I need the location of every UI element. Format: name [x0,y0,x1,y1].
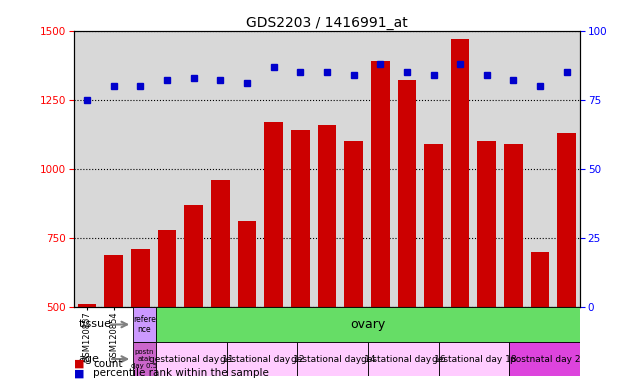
Bar [156,342,227,376]
Bar [185,205,203,384]
Bar [424,144,443,384]
Text: percentile rank within the sample: percentile rank within the sample [93,368,269,378]
Bar [238,222,256,384]
Text: gestational day 11: gestational day 11 [149,354,234,364]
Text: count: count [93,359,122,369]
Text: gestational day 12: gestational day 12 [220,354,304,364]
Bar [558,133,576,384]
Text: age: age [78,354,99,364]
Text: postnatal day 2: postnatal day 2 [510,354,580,364]
Text: gestational day 18: gestational day 18 [432,354,517,364]
Bar [78,305,96,384]
Text: ovary: ovary [351,318,386,331]
Bar [317,125,337,384]
Bar [451,39,469,384]
Bar [297,342,368,376]
Bar [104,255,123,384]
Bar [264,122,283,384]
Bar [131,249,149,384]
Text: postn
atal
day 0.5: postn atal day 0.5 [131,349,158,369]
Bar [478,141,496,384]
Text: tissue: tissue [78,319,112,329]
Text: ■: ■ [74,359,84,369]
Bar [439,342,510,376]
Bar [158,230,176,384]
Bar [504,144,523,384]
Text: gestational day 16: gestational day 16 [361,354,445,364]
Bar [371,61,390,384]
Bar [133,342,156,376]
Bar [291,130,310,384]
Bar [531,252,549,384]
Title: GDS2203 / 1416991_at: GDS2203 / 1416991_at [246,16,408,30]
Text: gestational day 14: gestational day 14 [290,354,375,364]
Text: ■: ■ [74,368,84,378]
Bar [227,342,297,376]
Bar [344,141,363,384]
Text: refere
nce: refere nce [133,315,156,334]
Bar [211,180,229,384]
Bar [156,307,580,342]
Bar [368,342,439,376]
Bar [510,342,580,376]
Bar [397,81,416,384]
Bar [133,307,156,342]
